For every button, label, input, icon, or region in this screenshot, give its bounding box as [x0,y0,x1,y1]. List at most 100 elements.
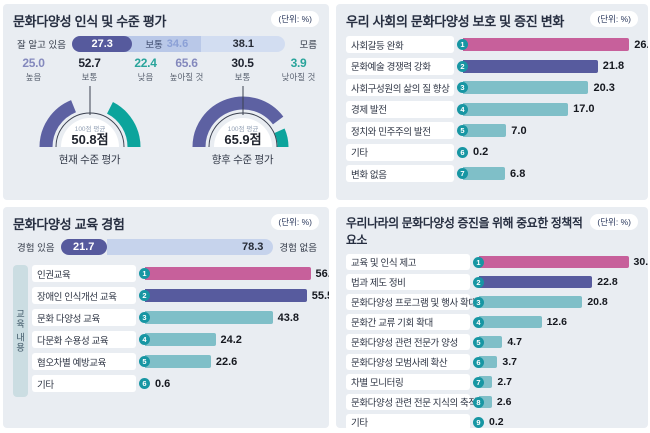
bar-area: 4 12.6 [473,316,638,328]
stack-segment: 38.1 [201,36,286,52]
row-bar [145,267,311,280]
gauge-future-level: 65.6 높아질 것 30.5 보통 3.9 낮아질 것 100점 평균 65.9점 향후 … [167,56,319,167]
chart-row: 장애인 인식개선 교육2 55.5 [32,287,329,304]
gauge-stat: 25.0 높음 [12,56,56,83]
row-index-badge: 6 [139,378,150,389]
row-label: 변화 없음 [346,165,454,182]
bar-track: 17.0 [463,102,638,116]
row-label: 문화다양성 관련 전문가 양성 [346,334,470,350]
bar-area: 6 3.7 [473,356,638,368]
stack-segment: 78.3 [106,239,274,255]
row-label: 문화다양성 프로그램 및 행사 확대 [346,294,477,310]
bar-track: 0.6 [150,378,319,390]
bar-track: 7.0 [463,124,638,137]
unit-badge: (단위: %) [271,11,319,27]
row-value: 55.5 [311,289,329,302]
row-bar [463,59,598,73]
row-index-badge: 1 [473,256,484,268]
bar-track: 22.8 [479,276,638,288]
row-index-badge: 2 [139,290,150,301]
bar-area: 5 7.0 [457,124,638,137]
svg-text:100점 평균: 100점 평균 [227,124,258,133]
bar-track: 3.7 [479,356,638,368]
row-bar [479,356,498,368]
row-label: 교육 및 인식 제고 [346,254,470,270]
row-label: 법과 제도 정비 [346,274,470,290]
stat-value: 3.9 [290,56,307,70]
bar-area: 3 20.3 [457,81,638,94]
segment-value: 27.3 [91,38,113,50]
row-label: 문화간 교류 기회 확대 [346,314,470,330]
stat-value: 52.7 [78,56,101,70]
bar-track: 2.6 [479,396,638,408]
row-bar [145,311,273,324]
bar-area: 6 0.6 [139,378,319,390]
chart-row: 문화다양성 관련 전문 지식의 축적 8 2.6 [346,394,638,410]
unit-badge: (단위: %) [271,214,319,230]
gauge-stat: 3.9 낮아질 것 [277,56,321,83]
bar-track: 24.2 [145,333,319,346]
row-label: 장애인 인식개선 교육 [32,287,136,304]
segment-value: 78.3 [241,241,264,253]
row-label: 기타 [32,375,136,392]
segment-value: 34.6 [166,38,189,50]
awareness-stacked-bar-row: 잘 알고 있음 27.3 보통 34.6 38.1 모름 [17,36,317,52]
bar-track: 4.7 [479,336,638,348]
awareness-stacked-bar: 27.3 보통 34.6 38.1 [71,36,294,52]
chart-row: 문화 다양성 교육 3 43.8 [32,309,319,326]
row-bar [479,256,629,268]
bar-area: 3 20.8 [473,296,638,308]
row-bar [463,38,630,51]
gauge-chart: 100점 평균 50.8점 [15,84,165,150]
bar-area: 126.9 [457,38,648,51]
row-value: 3.7 [502,356,517,368]
row-bar [463,102,569,116]
stat-value: 22.4 [134,56,157,70]
row-label: 차별 모니터링 [346,374,470,390]
bar-track: 26.9 [463,38,648,51]
row-value: 26.9 [634,38,648,51]
row-index-badge: 9 [473,416,484,428]
row-bar [479,276,593,288]
row-index-badge: 4 [473,316,484,328]
panel-protection-change: 우리 사회의 문화다양성 보호 및 증진 변화 (단위: %) 사회갈등 완화 1… [336,4,648,200]
panel-title: 우리나라의 문화다양성 증진을 위해 중요한 정책적 요소 [346,216,583,247]
gauge-stat: 22.4 낮음 [124,56,168,83]
bar-track: 0.2 [484,416,638,428]
chart-row: 정치와 민주주의 발전 5 7.0 [346,122,638,139]
row-index-badge: 6 [473,356,484,368]
panel-title: 문화다양성 인식 및 수준 평가 [13,14,167,29]
bar-area: 3 43.8 [139,311,319,324]
row-index-badge: 5 [473,336,484,348]
row-bar [479,316,542,328]
stack-right-label: 모름 [299,40,317,51]
row-bar [463,81,589,94]
row-index-badge: 5 [139,356,150,367]
gauge-chart: 100점 평균 65.9점 [168,84,318,150]
row-bar [145,355,211,368]
stack-right-label: 경험 없음 [279,243,317,254]
experience-stacked-bar-row: 경험 있음 21.7 78.3 경험 없음 [17,239,317,255]
row-index-badge: 2 [457,60,468,72]
panel-policy-elements: 우리나라의 문화다양성 증진을 위해 중요한 정책적 요소 (단위: %) 교육… [336,207,648,428]
row-label: 문화다양성 모범사례 확산 [346,354,470,370]
row-index-badge: 8 [473,396,484,408]
row-index-badge: 3 [473,296,484,308]
panel-head: 우리 사회의 문화다양성 보호 및 증진 변화 (단위: %) [346,11,638,30]
chart-row: 법과 제도 정비 2 22.8 [346,274,638,290]
row-value: 0.2 [473,146,489,158]
row-index-badge: 1 [139,268,150,279]
segment-value: 21.7 [72,241,95,253]
row-label: 기타 [346,143,454,161]
row-bar [479,296,583,308]
row-value: 12.6 [546,316,568,328]
row-bar [463,124,507,137]
row-value: 20.8 [587,296,608,308]
stack-segment: 21.7 [60,239,107,255]
